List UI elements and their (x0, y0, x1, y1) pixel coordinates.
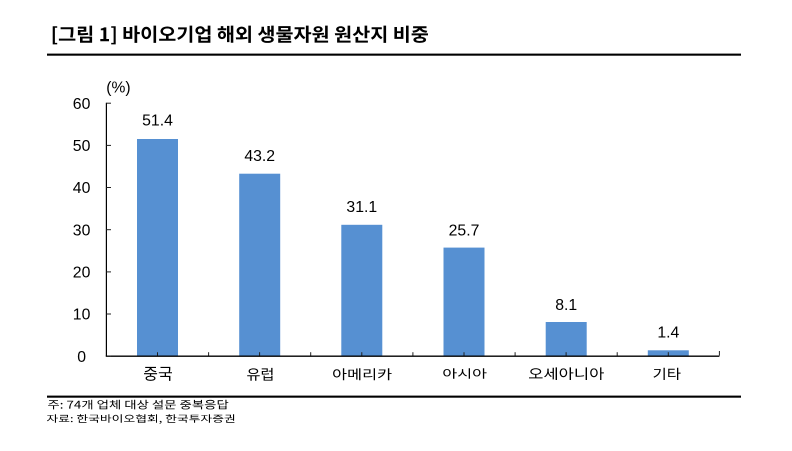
svg-text:30: 30 (73, 222, 91, 239)
svg-text:(%): (%) (106, 80, 130, 97)
svg-text:0: 0 (77, 349, 86, 366)
svg-text:10: 10 (73, 307, 91, 324)
svg-text:43.2: 43.2 (244, 148, 275, 165)
svg-text:40: 40 (73, 180, 91, 197)
svg-text:60: 60 (73, 96, 91, 113)
svg-text:25.7: 25.7 (449, 222, 480, 239)
svg-text:51.4: 51.4 (142, 113, 173, 130)
svg-text:50: 50 (73, 138, 91, 155)
svg-text:1.4: 1.4 (657, 325, 679, 342)
svg-text:8.1: 8.1 (555, 297, 577, 314)
svg-text:31.1: 31.1 (346, 199, 377, 216)
svg-text:20: 20 (73, 265, 91, 282)
